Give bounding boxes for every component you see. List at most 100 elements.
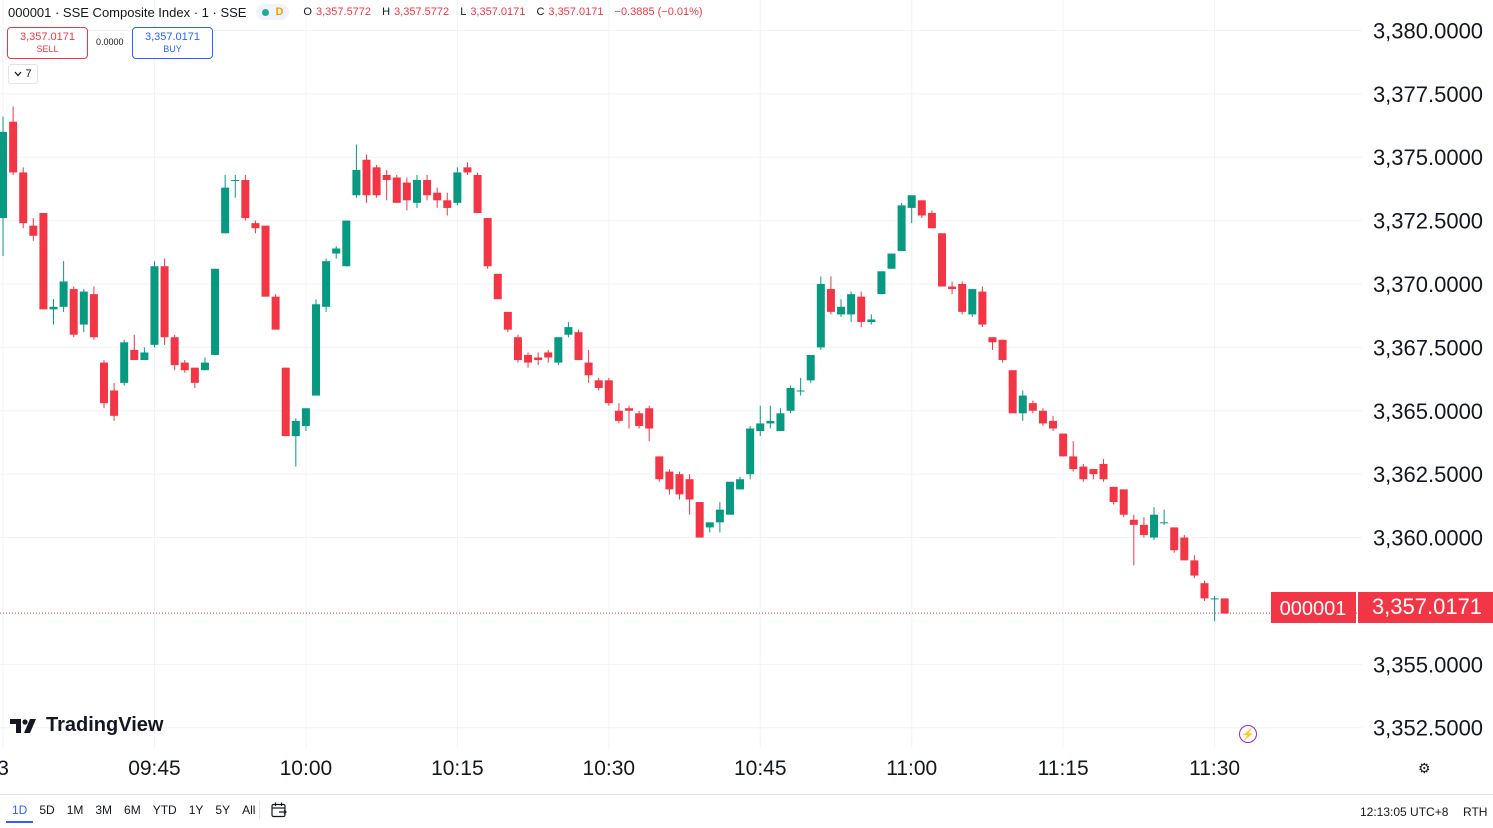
x-tick-label: 11:15 [1038,757,1089,780]
candle-body [968,289,977,315]
candle [110,382,119,421]
candle-body [1018,395,1027,414]
calendar-goto-icon[interactable] [270,801,288,819]
ohlc-values: O 3,357.5772 H 3,357.5772 L 3,357.0171 C 3,3… [303,6,706,18]
buy-button[interactable]: 3,357.0171 BUY [132,27,213,59]
candle-body [877,271,886,295]
candle [958,281,967,315]
candle-body [766,420,775,424]
range-selector: 1D 5D 1M 3M 6M YTD 1Y 5Y All [6,803,261,823]
candle [1069,441,1078,472]
session-toggle[interactable]: RTH [1463,805,1488,819]
candle [1139,517,1148,538]
candle [877,271,886,295]
candle [614,403,623,424]
high-value: 3,357.5772 [394,6,450,18]
candle-body [524,354,533,363]
indicators-toggle-button[interactable]: 7 [8,64,38,84]
candle [524,352,533,368]
range-5d[interactable]: 5D [39,803,55,817]
candle-body [1200,583,1209,599]
candle-body [281,367,290,437]
symbol-legend: 000001 · SSE Composite Index · 1 · SSE D… [8,3,707,21]
range-5y[interactable]: 5Y [215,803,231,817]
candle [675,471,684,500]
sell-button[interactable]: 3,357.0171 SELL [7,27,88,59]
candle [443,192,452,216]
candle-body [917,200,926,216]
candle-body [1129,519,1138,525]
candle [513,334,522,363]
candle-body [998,339,1007,361]
candle [917,200,926,219]
range-ytd[interactable]: YTD [152,803,177,817]
candle [130,334,139,361]
candle-body [150,266,159,345]
candle-body [493,273,502,300]
candle [69,286,78,338]
candle [291,418,300,467]
candle-body [362,159,371,196]
candle [837,299,846,317]
x-tick-label: 10:00 [280,757,333,780]
candle-body [200,362,209,371]
candle [1150,507,1159,541]
chevron-down-icon [14,71,22,77]
candle [463,162,472,175]
market-status[interactable]: D [256,4,290,20]
lightning-icon[interactable]: ⚡ [1239,725,1257,743]
candle [887,253,896,269]
tradingview-watermark[interactable]: TradingView [10,714,163,737]
candle [695,502,704,538]
candle [1099,458,1108,482]
candle [49,299,58,325]
candle-body [211,268,220,355]
x-tick-label: 09:45 [128,757,181,780]
axis-settings-icon[interactable]: ⚙ [1418,760,1431,776]
candle-body [473,174,482,213]
candle [190,367,199,388]
candles [0,106,1229,622]
range-1y[interactable]: 1Y [188,803,204,817]
candle [826,276,835,315]
candle-body [1099,464,1108,480]
candle-body [483,218,492,267]
candle-body [695,502,704,538]
close-label: C [536,6,545,18]
candle-body [79,291,88,325]
candle [322,258,331,312]
range-6m[interactable]: 6M [124,803,141,817]
candle-body [564,327,573,335]
candle-body [604,380,613,404]
candle-body [725,481,734,515]
candle-body [978,291,987,325]
range-1m[interactable]: 1M [66,803,84,817]
x-tick-label: 10:15 [431,757,484,780]
candle [271,294,280,330]
candle [594,377,603,391]
range-all[interactable]: All [242,803,256,817]
candle [907,195,916,224]
candle-body [120,342,129,383]
candle [9,106,18,175]
range-1d[interactable]: 1D [6,803,34,823]
candle-body [776,413,785,432]
clock-timezone[interactable]: 12:13:05 UTC+8 [1360,805,1449,819]
tradingview-logo-icon [10,718,36,733]
candle [564,322,573,338]
low-label: L [460,6,467,18]
symbol-title[interactable]: 000001 · SSE Composite Index · 1 · SSE [8,4,247,20]
candle [968,289,977,317]
candle-body [463,167,472,173]
y-tick-label: 3,377.5000 [1373,82,1483,107]
candle [150,261,159,348]
candle [927,210,936,229]
candle-body [1059,433,1068,457]
candle-body [685,479,694,500]
price-chart[interactable]: 3,380.0000 3,377.5000 3,375.0000 3,372.5000… [0,0,1493,794]
candle-body [372,167,381,196]
candle-body [1038,410,1047,424]
range-3m[interactable]: 3M [95,803,113,817]
candle [867,314,876,325]
candle-body [948,286,957,290]
